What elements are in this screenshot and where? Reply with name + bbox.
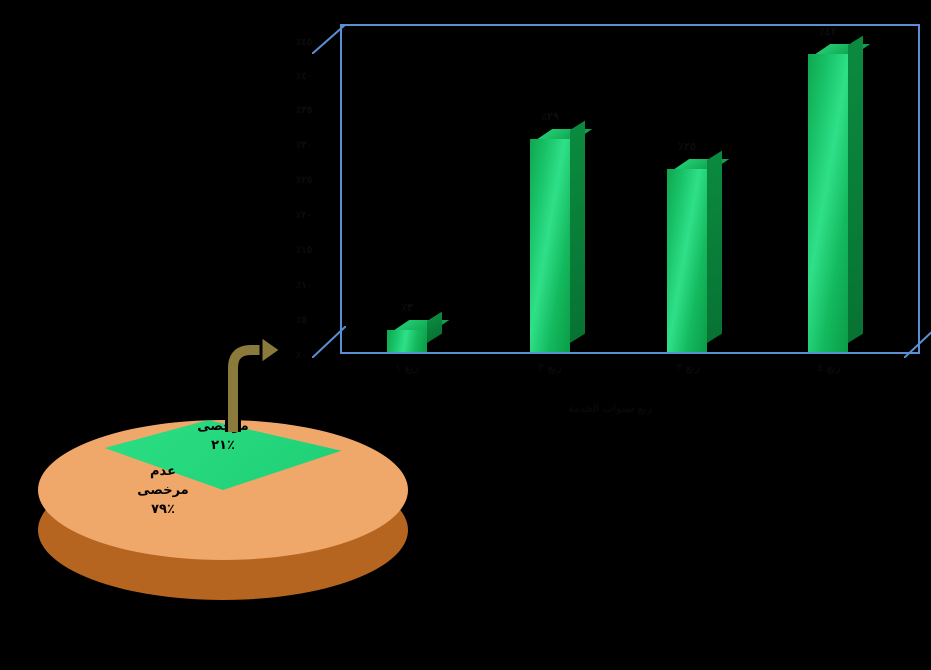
curved-arrow-icon: [215, 333, 285, 434]
plot-frame-left: [340, 24, 342, 354]
y-axis-tick-label: ٪٣٠: [296, 140, 313, 151]
pie-green-label-percent: ٪٢١: [211, 438, 235, 453]
bar-value-label: ٪٣: [401, 301, 413, 314]
bar-front-face: [808, 54, 848, 352]
y-axis-tick-label: ٪٤٥: [296, 37, 313, 48]
y-axis-tick-label: ٪٣٥: [296, 105, 313, 116]
y-axis-tick-label: ٪١٠: [296, 280, 313, 291]
bar-side-face: [707, 150, 722, 343]
plot-frame-top: [340, 24, 920, 26]
bar-chart: ٪٤٥ ٪٤٠ ٪٣٥ ٪٣٠ ٪٢٥ ٪٢٠ ٪١٥ ٪١٠ ٪٥ ٪٠ ٪٣…: [290, 10, 931, 440]
y-axis-tick-label: ٪٤٠: [296, 71, 313, 82]
y-axis-tick-label: ٪٢٥: [296, 175, 313, 186]
bar-quarter-4[interactable]: ٪٤٢: [808, 26, 871, 352]
bar-value-label: ٪٤٢: [819, 25, 837, 38]
bar-front-face: [530, 139, 570, 352]
bar-front-face: [387, 330, 427, 352]
y-axis-tick-label: ٪٢٠: [296, 210, 313, 221]
pie-top-surface: [38, 420, 408, 560]
bar-front-face: [667, 169, 707, 352]
y-axis-tick-label: ٪١٥: [296, 245, 313, 256]
bar-quarter-2[interactable]: ٪٢٩: [530, 111, 593, 352]
x-axis-line: [340, 352, 920, 354]
pie-slice-label-orange: عدم مرخصی ٪٧٩: [98, 462, 228, 519]
x-axis-tick-label: ربع ٢: [538, 361, 562, 374]
pie-orange-label-line2: مرخصی: [137, 483, 189, 498]
y-axis-tick-label: ٪٠: [296, 350, 307, 361]
bar-value-label: ٪٢٩: [541, 110, 559, 123]
bar-side-face: [570, 120, 585, 344]
bar-side-face: [848, 35, 863, 344]
pie-orange-label-percent: ٪٧٩: [151, 502, 175, 517]
y-axis-tick-label: ٪٥: [296, 315, 307, 326]
bar-quarter-3[interactable]: ٪٢٥: [667, 141, 730, 352]
plot-frame-right: [918, 24, 920, 354]
bar-side-face: [427, 311, 442, 343]
x-axis-tick-label: ربع ٤: [817, 361, 841, 374]
bar-value-label: ٪٢٥: [678, 140, 696, 153]
bar-quarter-1[interactable]: ٪٣: [387, 302, 450, 352]
x-axis-tick-label: ربع ٣: [676, 361, 700, 374]
pie-orange-label-line1: عدم: [150, 464, 176, 479]
x-axis-title: ربع سنوات الخدمة: [568, 402, 652, 415]
pie-chart: دارای مرخصی ٪٢١ عدم مرخصی ٪٧٩: [18, 400, 408, 630]
x-axis-tick-label: ربع ١: [395, 361, 419, 374]
